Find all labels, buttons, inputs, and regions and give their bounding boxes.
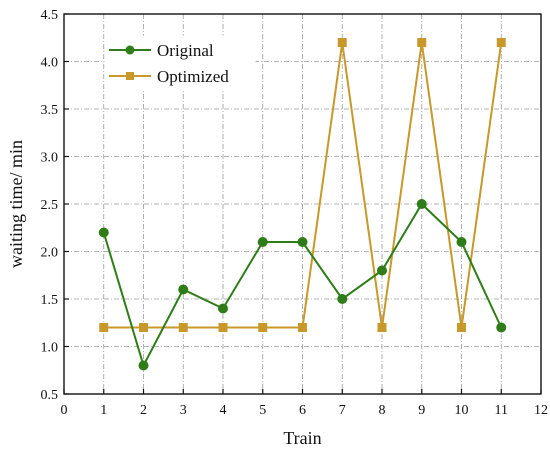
series-layer bbox=[98, 38, 507, 371]
y-axis: 0.5 1.0 1.5 2.0 2.5 3.0 3.5 4.0 4.5 bbox=[41, 8, 69, 403]
data-point-original bbox=[337, 294, 348, 304]
x-axis-title: Train bbox=[283, 428, 321, 448]
y-tick-label: 1.0 bbox=[41, 341, 59, 356]
x-tick-label: 8 bbox=[379, 403, 386, 418]
legend-marker-optimized bbox=[126, 72, 134, 80]
x-tick-label: 1 bbox=[100, 403, 107, 418]
data-point-optimized bbox=[337, 38, 347, 47]
y-tick-label: 4.5 bbox=[41, 8, 59, 23]
x-tick-label: 6 bbox=[299, 403, 306, 418]
y-tick-label: 1.5 bbox=[41, 293, 59, 308]
legend-item-original: Original bbox=[109, 41, 214, 60]
data-point-optimized bbox=[178, 323, 188, 332]
data-point-original bbox=[138, 360, 149, 371]
y-tick-label: 0.5 bbox=[41, 388, 59, 403]
series-optimized bbox=[99, 38, 506, 332]
legend: Original Optimized bbox=[104, 35, 256, 91]
data-point-original bbox=[297, 237, 308, 247]
data-point-original bbox=[98, 227, 109, 238]
data-point-optimized bbox=[139, 323, 148, 332]
legend-box bbox=[104, 35, 256, 91]
data-point-original bbox=[218, 303, 228, 314]
x-tick-label: 12 bbox=[534, 403, 548, 418]
data-point-optimized bbox=[377, 323, 387, 332]
legend-label-optimized: Optimized bbox=[157, 67, 229, 86]
data-point-optimized bbox=[496, 38, 506, 47]
data-point-optimized bbox=[298, 323, 307, 332]
legend-marker-original bbox=[125, 45, 135, 55]
data-point-original bbox=[377, 265, 387, 276]
y-tick-label: 2.0 bbox=[41, 246, 59, 261]
y-tick-label: 3.0 bbox=[41, 151, 59, 166]
data-point-optimized bbox=[457, 323, 466, 332]
data-point-original bbox=[257, 237, 268, 247]
y-axis-title: waiting time/ min bbox=[6, 140, 26, 268]
x-tick-label: 2 bbox=[140, 403, 147, 418]
data-point-original bbox=[416, 199, 427, 209]
data-point-optimized bbox=[218, 323, 228, 332]
series-original bbox=[98, 199, 507, 371]
x-tick-label: 10 bbox=[455, 403, 469, 418]
data-point-original bbox=[456, 237, 467, 247]
x-axis: 0 1 2 3 4 5 6 7 8 9 10 11 12 bbox=[61, 389, 548, 418]
x-tick-label: 5 bbox=[259, 403, 266, 418]
x-tick-label: 11 bbox=[495, 403, 508, 418]
x-tick-label: 7 bbox=[339, 403, 346, 418]
y-tick-label: 3.5 bbox=[41, 103, 59, 118]
y-tick-label: 2.5 bbox=[41, 198, 59, 213]
data-point-optimized bbox=[258, 323, 268, 332]
data-point-original bbox=[496, 322, 507, 333]
x-tick-label: 3 bbox=[180, 403, 187, 418]
data-point-optimized bbox=[417, 38, 427, 47]
x-tick-label: 0 bbox=[61, 403, 68, 418]
legend-label-original: Original bbox=[157, 41, 214, 60]
legend-item-optimized: Optimized bbox=[109, 67, 229, 86]
x-tick-label: 9 bbox=[418, 403, 425, 418]
data-point-optimized bbox=[99, 323, 109, 332]
y-tick-label: 4.0 bbox=[41, 56, 59, 71]
x-tick-label: 4 bbox=[220, 403, 227, 418]
data-point-original bbox=[178, 284, 189, 295]
